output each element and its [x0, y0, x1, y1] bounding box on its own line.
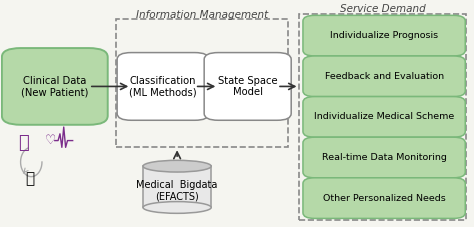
- FancyBboxPatch shape: [117, 53, 209, 120]
- Text: 👤: 👤: [18, 134, 28, 152]
- Text: Information Management: Information Management: [136, 10, 268, 20]
- Text: Clinical Data
(New Patient): Clinical Data (New Patient): [21, 76, 89, 97]
- FancyBboxPatch shape: [303, 178, 465, 218]
- Text: Feedback and Evaluation: Feedback and Evaluation: [325, 72, 444, 81]
- FancyBboxPatch shape: [303, 15, 465, 56]
- Ellipse shape: [143, 160, 211, 172]
- Text: Other Personalized Needs: Other Personalized Needs: [323, 194, 446, 203]
- Text: Real-time Data Monitoring: Real-time Data Monitoring: [322, 153, 447, 162]
- Text: ♡: ♡: [45, 134, 56, 147]
- Bar: [143, 166, 211, 207]
- Text: 📋: 📋: [25, 171, 35, 186]
- Bar: [116, 19, 288, 147]
- FancyBboxPatch shape: [303, 56, 465, 96]
- Text: Individualize Medical Scheme: Individualize Medical Scheme: [314, 112, 454, 121]
- Text: Service Demand: Service Demand: [340, 4, 426, 14]
- FancyBboxPatch shape: [204, 53, 291, 120]
- FancyBboxPatch shape: [303, 137, 465, 178]
- Text: Individualize Prognosis: Individualize Prognosis: [330, 31, 438, 40]
- Ellipse shape: [143, 202, 211, 213]
- Bar: [300, 14, 466, 220]
- Text: State Space
Model: State Space Model: [218, 76, 277, 97]
- Text: Medical  Bigdata
(EFACTS): Medical Bigdata (EFACTS): [137, 180, 218, 202]
- FancyBboxPatch shape: [2, 48, 108, 125]
- Text: Classification
(ML Methods): Classification (ML Methods): [129, 76, 197, 97]
- FancyBboxPatch shape: [303, 96, 465, 137]
